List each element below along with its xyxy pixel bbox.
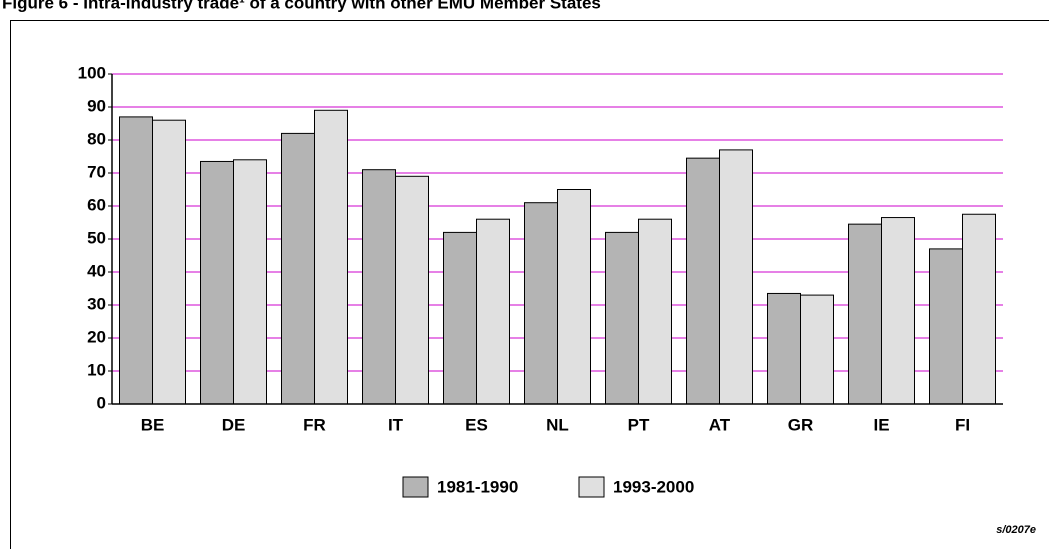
- x-tick-label: PT: [628, 415, 650, 434]
- bar: [638, 218, 672, 405]
- frame: [10, 20, 1049, 549]
- y-tick-label: 50: [87, 228, 106, 247]
- x-tick-label: IT: [388, 415, 404, 434]
- bar: [314, 109, 348, 405]
- x-tick-label: FI: [955, 415, 970, 434]
- x-tick-label: IE: [873, 415, 889, 434]
- bar: [200, 160, 234, 405]
- legend-swatch: [402, 476, 429, 498]
- x-tick-label: BE: [141, 415, 165, 434]
- bar: [605, 231, 639, 405]
- y-tick-label: 10: [87, 360, 106, 379]
- bar: [281, 132, 315, 405]
- legend-swatch: [578, 476, 605, 498]
- bar: [719, 149, 753, 405]
- y-tick-label: 100: [78, 63, 106, 82]
- x-tick-label: AT: [709, 415, 731, 434]
- x-tick-label: GR: [788, 415, 814, 434]
- legend-label: 1981-1990: [437, 477, 518, 496]
- bar: [395, 175, 429, 405]
- bar: [362, 169, 396, 405]
- y-tick-label: 60: [87, 195, 106, 214]
- legend-label: 1993-2000: [613, 477, 694, 496]
- bar: [767, 292, 801, 405]
- bar: [152, 119, 186, 405]
- y-tick-label: 70: [87, 162, 106, 181]
- bar: [962, 213, 996, 405]
- bar: [524, 202, 558, 405]
- bar: [443, 231, 477, 405]
- bar: [881, 217, 915, 405]
- bar: [686, 157, 720, 405]
- bar: [800, 294, 834, 405]
- y-tick-label: 30: [87, 294, 106, 313]
- y-tick-label: 90: [87, 96, 106, 115]
- bar: [848, 223, 882, 405]
- x-tick-label: NL: [546, 415, 569, 434]
- bar: [557, 189, 591, 405]
- bar: [476, 218, 510, 405]
- x-tick-label: ES: [465, 415, 488, 434]
- note: s/0207e: [996, 524, 1036, 536]
- x-tick-label: DE: [222, 415, 246, 434]
- y-tick-label: 20: [87, 327, 106, 346]
- x-tick-label: FR: [303, 415, 326, 434]
- y-tick-label: 0: [97, 393, 106, 412]
- bar: [119, 116, 153, 405]
- bar: [929, 248, 963, 405]
- bar: [233, 159, 267, 405]
- y-tick-label: 40: [87, 261, 106, 280]
- y-tick-label: 80: [87, 129, 106, 148]
- chart-title: Figure 6 - Intra-industry trade¹ of a co…: [2, 0, 601, 12]
